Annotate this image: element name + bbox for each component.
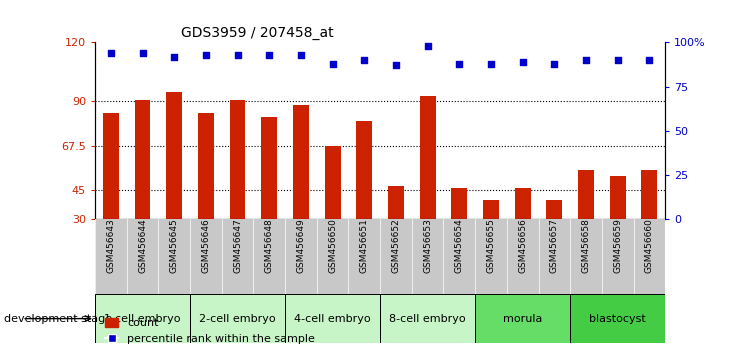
Bar [357,121,372,219]
Bar [570,294,665,343]
Bar [475,294,570,343]
Point [200,52,212,58]
Text: morula: morula [503,314,542,324]
Point [580,57,592,63]
Text: 4-cell embryo: 4-cell embryo [295,314,371,324]
Bar [230,99,246,219]
Bar [578,170,594,219]
Legend: count, percentile rank within the sample: count, percentile rank within the sample [101,313,319,348]
Bar [135,99,151,219]
Bar [452,188,467,219]
Point [232,52,243,58]
Bar [262,117,277,219]
Point [612,57,624,63]
Bar [642,170,657,219]
Bar [285,294,380,343]
Point [358,57,370,63]
Bar [610,176,626,219]
Bar [95,294,190,343]
Bar [380,294,475,343]
Point [453,61,465,67]
Bar [420,96,436,219]
Point [137,50,148,56]
Bar [167,92,182,219]
Bar [198,113,214,219]
Bar [325,146,341,219]
Point [105,50,117,56]
Point [263,52,275,58]
Point [548,61,560,67]
Point [517,59,529,65]
Point [327,61,338,67]
Bar [103,113,118,219]
Point [485,61,497,67]
Text: 1-cell embryo: 1-cell embryo [105,314,181,324]
Text: development stage: development stage [4,314,112,324]
Bar [190,294,285,343]
Bar [515,188,531,219]
Bar [293,105,309,219]
Bar [547,200,562,219]
Bar [483,200,499,219]
Point [168,54,180,59]
Text: 8-cell embryo: 8-cell embryo [390,314,466,324]
Bar [388,186,404,219]
Point [643,57,655,63]
Point [422,43,433,49]
Text: blastocyst: blastocyst [589,314,646,324]
Point [390,63,402,68]
Text: 2-cell embryo: 2-cell embryo [200,314,276,324]
Point [295,52,307,58]
Text: GDS3959 / 207458_at: GDS3959 / 207458_at [181,26,333,40]
